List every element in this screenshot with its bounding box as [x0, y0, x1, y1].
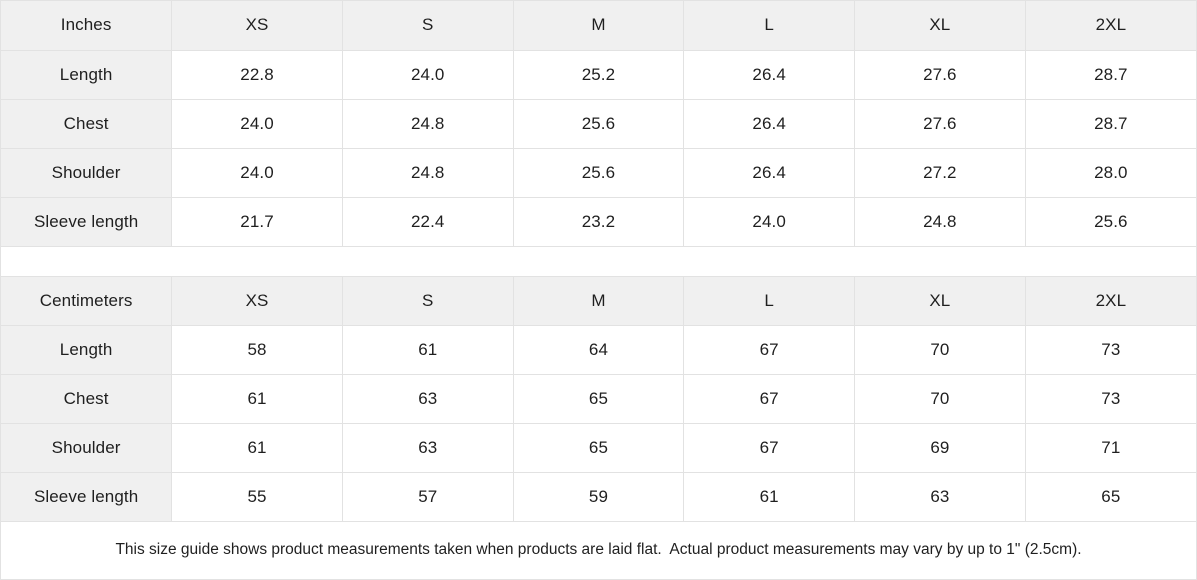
size-value-cell: 73	[1025, 325, 1196, 375]
measurement-row: Shoulder 24.0 24.8 25.6 26.4 27.2 28.0	[1, 148, 1196, 198]
size-value-cell: 69	[854, 423, 1026, 473]
size-value-cell: 65	[1025, 472, 1196, 522]
size-value-cell: 23.2	[513, 197, 685, 247]
size-table-inches: Inches XS S M L XL 2XL Length 22.8 24.0 25.2 26.4 2…	[1, 1, 1196, 247]
size-value-cell: 28.7	[1025, 99, 1196, 149]
size-value-cell: 27.6	[854, 99, 1026, 149]
measurement-row-label: Chest	[1, 374, 173, 424]
measurement-row-label: Sleeve length	[1, 197, 173, 247]
size-value-cell: 65	[513, 374, 685, 424]
size-value-cell: 63	[854, 472, 1026, 522]
size-column-header-s: S	[342, 1, 514, 51]
centimeters-header-row: Centimeters XS S M L XL 2XL	[1, 275, 1196, 326]
measurement-row-label: Chest	[1, 99, 173, 149]
size-value-cell: 73	[1025, 374, 1196, 424]
size-column-header-m: M	[513, 1, 685, 51]
size-value-cell: 24.0	[342, 50, 514, 100]
measurement-row: Chest 24.0 24.8 25.6 26.4 27.6 28.7	[1, 99, 1196, 149]
size-value-cell: 27.2	[854, 148, 1026, 198]
measurement-row: Length 22.8 24.0 25.2 26.4 27.6 28.7	[1, 50, 1196, 100]
size-value-cell: 24.8	[854, 197, 1026, 247]
size-value-cell: 64	[513, 325, 685, 375]
size-value-cell: 58	[171, 325, 343, 375]
measurement-row: Shoulder 61 63 65 67 69 71	[1, 423, 1196, 473]
size-column-header-s: S	[342, 275, 514, 326]
table-gap	[1, 246, 1196, 276]
measurement-row-label: Shoulder	[1, 148, 173, 198]
size-value-cell: 24.0	[171, 99, 343, 149]
size-column-header-xl: XL	[854, 1, 1026, 51]
size-value-cell: 61	[171, 423, 343, 473]
size-column-header-xl: XL	[854, 275, 1026, 326]
size-value-cell: 25.6	[513, 99, 685, 149]
size-value-cell: 26.4	[683, 99, 856, 149]
size-value-cell: 57	[342, 472, 514, 522]
size-value-cell: 71	[1025, 423, 1196, 473]
size-value-cell: 55	[171, 472, 343, 522]
size-column-header-2xl: 2XL	[1025, 275, 1196, 326]
size-value-cell: 25.6	[1025, 197, 1196, 247]
size-column-header-xs: XS	[171, 275, 343, 326]
size-value-cell: 63	[342, 374, 514, 424]
size-value-cell: 67	[683, 423, 856, 473]
measurement-row: Length 58 61 64 67 70 73	[1, 325, 1196, 375]
size-value-cell: 21.7	[171, 197, 343, 247]
size-value-cell: 70	[854, 374, 1026, 424]
size-value-cell: 25.2	[513, 50, 685, 100]
size-value-cell: 27.6	[854, 50, 1026, 100]
measurement-row-label: Sleeve length	[1, 472, 173, 522]
size-value-cell: 59	[513, 472, 685, 522]
size-column-header-2xl: 2XL	[1025, 1, 1196, 51]
size-value-cell: 67	[683, 374, 856, 424]
measurement-row: Chest 61 63 65 67 70 73	[1, 374, 1196, 424]
size-value-cell: 70	[854, 325, 1026, 375]
size-column-header-xs: XS	[171, 1, 343, 51]
unit-header-centimeters: Centimeters	[1, 275, 173, 326]
inches-header-row: Inches XS S M L XL 2XL	[1, 1, 1196, 51]
size-table-centimeters: Centimeters XS S M L XL 2XL Length 58 61 64 67 70 73…	[1, 275, 1196, 522]
measurement-row: Sleeve length 55 57 59 61 63 65	[1, 472, 1196, 522]
size-value-cell: 24.0	[171, 148, 343, 198]
size-value-cell: 28.7	[1025, 50, 1196, 100]
measurement-row-label: Length	[1, 50, 173, 100]
size-value-cell: 22.8	[171, 50, 343, 100]
measurement-row-label: Length	[1, 325, 173, 375]
size-value-cell: 65	[513, 423, 685, 473]
size-value-cell: 24.0	[683, 197, 856, 247]
size-value-cell: 61	[171, 374, 343, 424]
size-column-header-l: L	[683, 275, 856, 326]
measurement-row: Sleeve length 21.7 22.4 23.2 24.0 24.8 25.6	[1, 197, 1196, 247]
size-value-cell: 67	[683, 325, 856, 375]
size-column-header-l: L	[683, 1, 856, 51]
size-value-cell: 28.0	[1025, 148, 1196, 198]
measurement-row-label: Shoulder	[1, 423, 173, 473]
size-value-cell: 26.4	[683, 50, 856, 100]
size-value-cell: 61	[342, 325, 514, 375]
size-value-cell: 61	[683, 472, 856, 522]
size-column-header-m: M	[513, 275, 685, 326]
size-value-cell: 22.4	[342, 197, 514, 247]
size-value-cell: 26.4	[683, 148, 856, 198]
size-value-cell: 24.8	[342, 99, 514, 149]
size-guide-note: This size guide shows product measuremen…	[115, 541, 1082, 559]
size-value-cell: 25.6	[513, 148, 685, 198]
unit-header-inches: Inches	[1, 1, 173, 51]
size-value-cell: 24.8	[342, 148, 514, 198]
size-value-cell: 63	[342, 423, 514, 473]
